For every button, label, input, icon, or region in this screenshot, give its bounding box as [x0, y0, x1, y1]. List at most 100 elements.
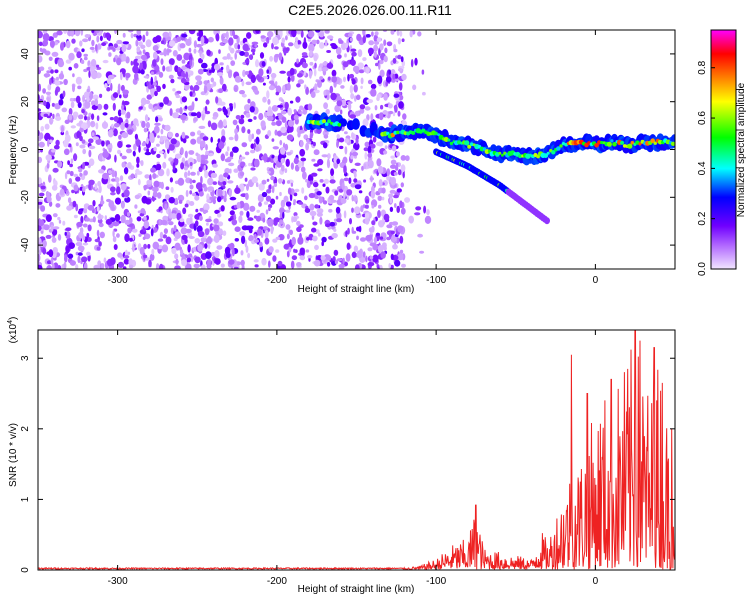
noise-cell	[397, 37, 401, 45]
noise-cell	[120, 109, 126, 115]
noise-cell	[139, 62, 144, 71]
noise-cell	[84, 34, 91, 38]
noise-cell	[394, 259, 401, 267]
noise-cell	[276, 130, 283, 137]
noise-cell	[271, 42, 274, 50]
x-tick-label: -200	[267, 576, 287, 587]
noise-cell	[180, 147, 184, 155]
noise-cell	[135, 55, 142, 60]
noise-cell	[355, 94, 361, 101]
noise-cell	[275, 91, 280, 96]
noise-cell	[47, 36, 54, 42]
noise-cell	[275, 81, 278, 86]
noise-cell	[98, 213, 102, 221]
noise-cell	[200, 53, 205, 60]
x-tick-label: 0	[593, 275, 599, 286]
colorbar: 0.0 0.2 0.4 0.6 0.8 Normalized spectral ampl…	[697, 29, 747, 276]
noise-cell	[331, 69, 337, 77]
signal-core	[610, 139, 614, 143]
noise-cell	[313, 259, 321, 267]
noise-cell	[386, 41, 393, 47]
noise-cell	[286, 250, 290, 258]
noise-cell	[279, 209, 286, 213]
noise-cell	[48, 66, 52, 71]
noise-cell	[165, 141, 170, 150]
noise-cell	[227, 156, 234, 160]
noise-cell	[51, 51, 59, 57]
noise-cell	[161, 124, 165, 129]
noise-cell	[401, 73, 407, 81]
snr-xlabel: Height of straight line (km)	[298, 584, 415, 595]
noise-cell	[156, 143, 160, 147]
noise-cell	[359, 108, 365, 114]
noise-cell	[104, 83, 108, 89]
noise-cell	[206, 199, 211, 203]
noise-cell	[212, 198, 216, 205]
noise-cell	[358, 225, 362, 233]
noise-cell	[396, 30, 400, 36]
noise-cell	[73, 173, 79, 178]
noise-cell	[113, 244, 118, 250]
noise-cell	[169, 64, 173, 72]
noise-cell	[91, 39, 95, 47]
noise-cell	[367, 152, 373, 158]
noise-cell	[83, 208, 88, 214]
noise-cell	[282, 211, 285, 219]
noise-cell	[108, 52, 112, 57]
noise-cell	[176, 90, 182, 94]
noise-cell	[151, 248, 155, 255]
noise-cell	[351, 151, 359, 157]
noise-cell	[239, 200, 245, 209]
noise-cell	[327, 76, 331, 81]
noise-cell	[217, 188, 223, 197]
noise-cell	[54, 88, 59, 96]
noise-cell	[72, 84, 75, 93]
noise-cell	[112, 128, 118, 137]
noise-cell	[49, 112, 53, 117]
noise-cell	[152, 186, 159, 192]
noise-cell	[376, 158, 382, 167]
noise-cell	[106, 86, 111, 92]
noise-cell	[58, 73, 65, 80]
noise-cell	[189, 216, 193, 224]
noise-cell	[99, 93, 103, 98]
noise-cell	[222, 181, 227, 186]
noise-cell	[46, 97, 50, 101]
noise-cell	[345, 230, 348, 238]
noise-cell	[125, 163, 129, 168]
noise-cell	[248, 162, 252, 167]
noise-cell	[63, 148, 70, 156]
noise-cell	[169, 108, 173, 117]
noise-cell	[84, 115, 87, 121]
noise-cell	[92, 94, 99, 100]
signal-core	[518, 154, 523, 159]
noise-cell	[396, 205, 401, 213]
noise-cell	[81, 256, 88, 263]
noise-cell	[170, 78, 175, 84]
noise-cell	[280, 157, 285, 164]
noise-cell	[159, 52, 164, 56]
noise-cell	[267, 218, 274, 227]
noise-cell	[351, 251, 357, 259]
noise-cell	[307, 30, 315, 38]
noise-cell	[42, 30, 48, 34]
noise-cell	[82, 162, 86, 170]
noise-cell	[321, 154, 328, 158]
noise-cell	[217, 107, 222, 112]
noise-cell	[225, 252, 231, 258]
noise-cell	[50, 69, 54, 74]
noise-cell	[351, 78, 356, 85]
noise-cell	[207, 177, 214, 186]
noise-cell	[133, 143, 137, 151]
noise-cell	[150, 71, 155, 75]
noise-cell	[139, 247, 145, 255]
y-tick-label: 20	[20, 96, 31, 108]
noise-cell	[353, 245, 359, 253]
noise-cell	[220, 153, 225, 162]
noise-cell	[340, 197, 347, 204]
noise-cell	[392, 57, 397, 64]
noise-cell	[38, 83, 41, 92]
noise-cell	[153, 180, 160, 188]
noise-cell	[77, 255, 81, 264]
